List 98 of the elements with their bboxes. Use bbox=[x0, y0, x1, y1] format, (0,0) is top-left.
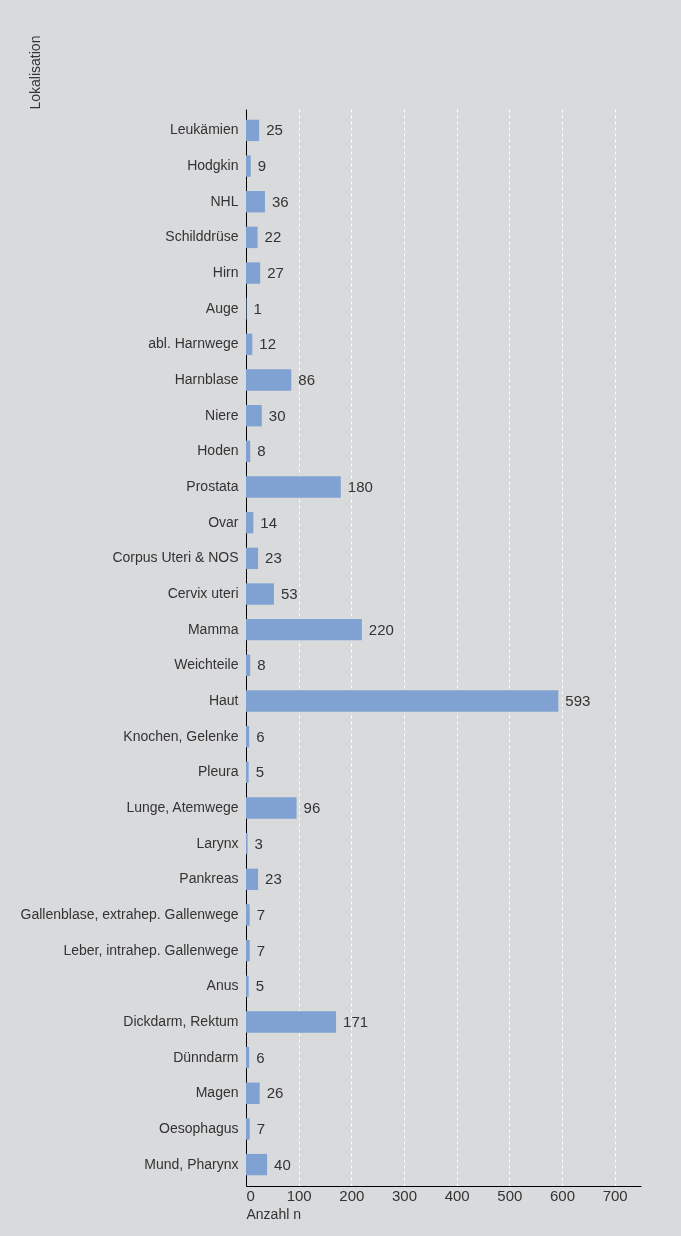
data-label: 1 bbox=[253, 299, 262, 317]
bar bbox=[246, 1011, 337, 1033]
bar bbox=[246, 618, 362, 641]
x-tick-label: 300 bbox=[391, 1186, 418, 1204]
bar bbox=[246, 654, 251, 677]
bar bbox=[246, 939, 250, 962]
data-label: 53 bbox=[280, 585, 298, 603]
data-label: 23 bbox=[265, 870, 282, 888]
data-label: 5 bbox=[255, 763, 264, 781]
bar bbox=[246, 761, 249, 784]
y-tick-label: Ovar bbox=[208, 513, 239, 530]
y-tick-label: Hirn bbox=[212, 264, 239, 281]
data-label: 8 bbox=[257, 656, 266, 674]
y-tick-label: Gallenblase, extrahep. Gallenwege bbox=[20, 905, 239, 922]
bar bbox=[246, 476, 341, 498]
data-label: 6 bbox=[256, 727, 265, 745]
bar bbox=[246, 797, 297, 819]
bar bbox=[246, 690, 559, 712]
y-tick-label: Mamma bbox=[187, 620, 239, 637]
y-tick-label: Prostata bbox=[186, 478, 239, 495]
y-tick-label: Cervix uteri bbox=[167, 585, 239, 602]
x-tick-label: 0 bbox=[246, 1186, 255, 1204]
x-tick-label: 700 bbox=[602, 1186, 628, 1204]
y-tick-label: Knochen, Gelenke bbox=[123, 727, 239, 744]
y-axis-title: Lokalisation bbox=[26, 35, 43, 110]
y-tick-label: NHL bbox=[210, 192, 239, 209]
y-tick-label: Lunge, Atemwege bbox=[126, 798, 239, 815]
bar bbox=[246, 191, 265, 213]
y-tick-label: Dünndarm bbox=[173, 1048, 239, 1065]
data-label: 36 bbox=[271, 192, 289, 210]
y-tick-label: Anus bbox=[206, 977, 239, 994]
bar bbox=[246, 868, 259, 890]
bar bbox=[246, 725, 250, 748]
y-tick-label: Haut bbox=[208, 691, 239, 708]
data-label: 7 bbox=[256, 941, 266, 959]
data-label: 30 bbox=[268, 406, 286, 424]
bar bbox=[246, 1118, 250, 1140]
bar bbox=[246, 119, 260, 142]
bar bbox=[246, 583, 274, 605]
data-label: 23 bbox=[265, 549, 282, 567]
data-label: 40 bbox=[274, 1155, 291, 1173]
data-label: 27 bbox=[267, 264, 284, 282]
y-tick-label: Dickdarm, Rektum bbox=[123, 1012, 239, 1029]
y-tick-label: Pankreas bbox=[179, 870, 239, 887]
y-tick-label: Leber, intrahep. Gallenwege bbox=[63, 941, 239, 958]
bar bbox=[246, 904, 250, 926]
bar bbox=[246, 511, 254, 534]
data-label: 9 bbox=[257, 157, 267, 175]
y-tick-label: Hoden bbox=[197, 442, 239, 459]
bar bbox=[246, 547, 259, 570]
y-tick-label: Pleura bbox=[198, 763, 239, 780]
data-label: 593 bbox=[565, 691, 591, 709]
bar bbox=[246, 155, 251, 177]
bar bbox=[246, 1046, 250, 1069]
y-tick-label: Oesophagus bbox=[159, 1119, 239, 1136]
data-label: 171 bbox=[343, 1012, 369, 1030]
data-label: 7 bbox=[256, 1119, 266, 1137]
x-tick-label: 200 bbox=[339, 1186, 365, 1204]
data-label: 7 bbox=[256, 905, 266, 923]
y-tick-label: Leukämien bbox=[170, 121, 239, 138]
bar bbox=[246, 405, 262, 427]
bar bbox=[246, 1153, 268, 1176]
y-tick-label: Corpus Uteri & NOS bbox=[112, 549, 239, 566]
x-tick-label: 600 bbox=[549, 1186, 576, 1204]
bar bbox=[246, 440, 251, 463]
bar bbox=[246, 1082, 260, 1104]
bar bbox=[246, 975, 249, 997]
bar bbox=[246, 369, 292, 391]
data-label: 12 bbox=[259, 335, 277, 353]
data-label: 14 bbox=[260, 513, 278, 531]
data-label: 180 bbox=[347, 478, 373, 496]
data-label: 3 bbox=[254, 834, 263, 852]
bar bbox=[246, 333, 253, 356]
y-tick-label: Harnblase bbox=[174, 371, 239, 388]
data-label: 86 bbox=[298, 371, 315, 389]
y-tick-label: Weichteile bbox=[174, 656, 239, 673]
data-label: 5 bbox=[255, 977, 264, 995]
data-label: 6 bbox=[256, 1048, 265, 1066]
data-label: 220 bbox=[368, 620, 394, 638]
data-label: 26 bbox=[266, 1084, 284, 1102]
x-tick-label: 500 bbox=[497, 1186, 523, 1204]
x-tick-label: 100 bbox=[286, 1186, 312, 1204]
y-tick-label: Schilddrüse bbox=[165, 228, 239, 245]
y-tick-label: Larynx bbox=[196, 834, 239, 851]
bar bbox=[246, 226, 258, 249]
y-tick-label: Niere bbox=[205, 406, 239, 423]
bar bbox=[246, 262, 261, 284]
y-tick-label: Hodgkin bbox=[187, 157, 239, 174]
data-label: 8 bbox=[257, 442, 266, 460]
x-axis-title: Anzahl n bbox=[246, 1205, 301, 1222]
y-tick-label: Magen bbox=[195, 1084, 239, 1101]
data-label: 22 bbox=[264, 228, 282, 246]
data-label: 25 bbox=[266, 121, 283, 139]
data-label: 96 bbox=[303, 798, 321, 816]
y-tick-label: Auge bbox=[205, 299, 239, 316]
y-tick-label: Mund, Pharynx bbox=[144, 1155, 239, 1172]
y-tick-label: abl. Harnwege bbox=[148, 335, 239, 352]
x-tick-label: 400 bbox=[444, 1186, 470, 1204]
